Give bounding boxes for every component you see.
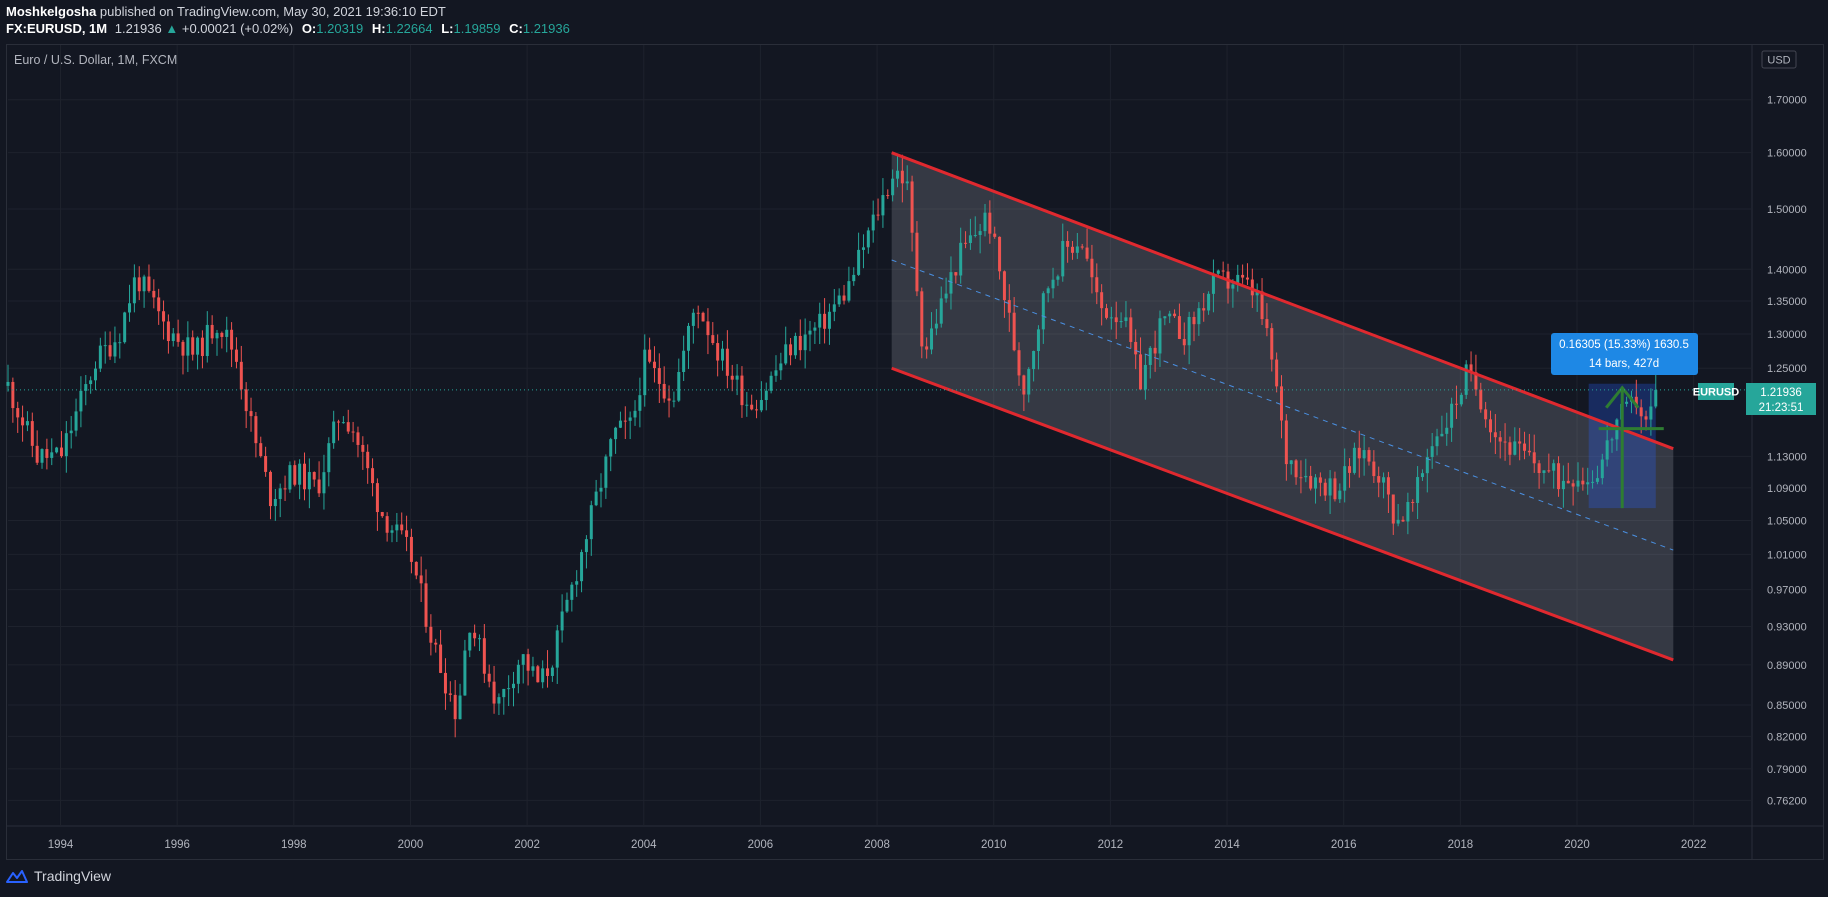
chart-frame[interactable] bbox=[6, 44, 1824, 860]
high-label: H: bbox=[371, 21, 386, 36]
footer: TradingView bbox=[0, 860, 1828, 897]
symbol-label[interactable]: FX:EURUSD, 1M bbox=[6, 21, 108, 36]
change-arrow-icon: ▲ bbox=[165, 21, 179, 36]
author-name[interactable]: Moshkelgosha bbox=[6, 4, 97, 19]
low-value: 1.19859 bbox=[453, 21, 501, 36]
published-text: published on TradingView.com, May 30, 20… bbox=[99, 4, 446, 19]
close-value: 1.21936 bbox=[522, 21, 570, 36]
publish-info: Moshkelgosha published on TradingView.co… bbox=[6, 4, 446, 19]
chart-header: Moshkelgosha published on TradingView.co… bbox=[0, 0, 1828, 44]
tradingview-logo-icon bbox=[6, 870, 28, 883]
symbol-legend: FX:EURUSD, 1M 1.21936 ▲ +0.00021 (+0.02%… bbox=[6, 21, 570, 36]
high-value: 1.22664 bbox=[385, 21, 433, 36]
open-label: O: bbox=[301, 21, 317, 36]
last-price: 1.21936 bbox=[114, 21, 162, 36]
brand-name: TradingView bbox=[34, 868, 112, 884]
price-change: +0.00021 (+0.02%) bbox=[181, 21, 294, 36]
close-label: C: bbox=[509, 21, 523, 36]
open-value: 1.20319 bbox=[316, 21, 364, 36]
brand[interactable]: TradingView bbox=[6, 868, 111, 884]
low-label: L: bbox=[441, 21, 454, 36]
